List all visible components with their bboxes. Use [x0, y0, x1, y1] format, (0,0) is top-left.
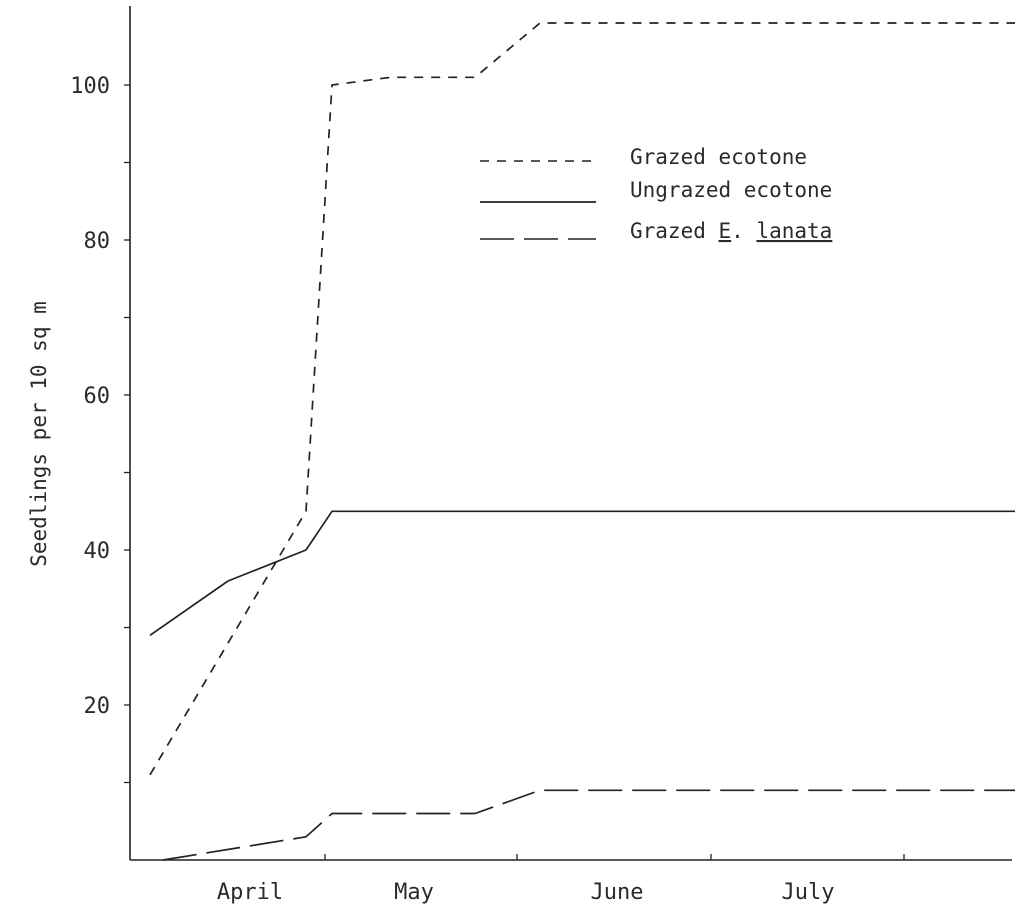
legend-label-part-dot: .	[731, 219, 756, 243]
legend-label-grazed-e-lanata: Grazed E. lanata	[630, 219, 832, 243]
x-tick-label-april: April	[217, 880, 283, 905]
y-tick-label-40: 40	[84, 539, 111, 564]
series-line-grazed-e-lanata	[162, 789, 1015, 861]
y-tick-label-100: 100	[70, 74, 110, 99]
y-ticks: 20 40 60 80 100	[70, 74, 130, 784]
x-tick-label-june: June	[591, 880, 644, 905]
x-tick-label-may: May	[394, 880, 434, 905]
legend-label-part-e: E	[719, 219, 732, 243]
series-line-ungrazed-ecotone	[149, 510, 1015, 636]
legend: Grazed ecotone Ungrazed ecotone Grazed E…	[480, 145, 832, 243]
legend-label-ungrazed-ecotone: Ungrazed ecotone	[630, 178, 832, 202]
series-line-grazed-ecotone	[149, 22, 1015, 776]
y-tick-label-20: 20	[84, 694, 111, 719]
y-axis-title: Seedlings per 10 sq m	[27, 301, 51, 567]
x-tick-label-july: July	[782, 880, 835, 905]
legend-item-grazed-e-lanata: Grazed E. lanata	[480, 219, 832, 243]
legend-item-grazed-ecotone: Grazed ecotone	[480, 145, 807, 169]
y-tick-label-60: 60	[84, 384, 111, 409]
legend-item-ungrazed-ecotone: Ungrazed ecotone	[480, 178, 832, 203]
y-tick-label-80: 80	[84, 229, 111, 254]
x-ticks: April May June July	[217, 854, 905, 905]
legend-label-part-lanata: lanata	[756, 219, 832, 243]
legend-label-part-grazed: Grazed	[630, 219, 719, 243]
legend-label-grazed-ecotone: Grazed ecotone	[630, 145, 807, 169]
series-lines	[149, 22, 1015, 861]
